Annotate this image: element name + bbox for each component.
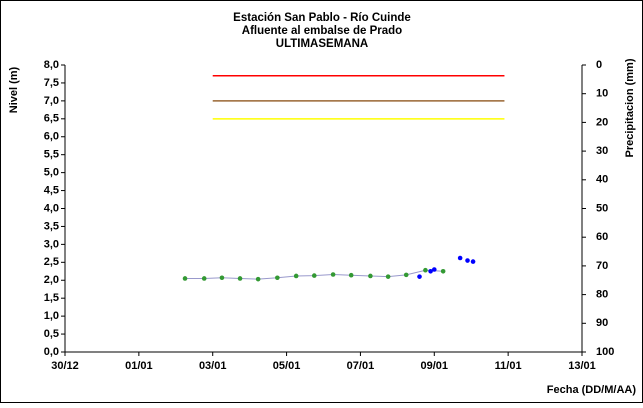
point xyxy=(403,272,409,278)
point xyxy=(417,274,422,279)
x-tick-label: 11/01 xyxy=(495,360,522,372)
point xyxy=(385,274,391,279)
y-tick-label: 4,0 xyxy=(44,202,59,214)
y-tick-label: 1,0 xyxy=(44,310,59,322)
x-tick-label: 13/01 xyxy=(568,360,596,372)
y2-tick-label: 30 xyxy=(596,145,608,157)
point xyxy=(457,255,463,261)
x-axis-label: Fecha (DD/M/AA) xyxy=(547,384,637,396)
point xyxy=(201,276,207,281)
y2-tick-label: 70 xyxy=(596,260,608,272)
x-tick-label: 01/01 xyxy=(125,360,153,372)
y-tick-label: 2,0 xyxy=(44,274,59,286)
point xyxy=(182,276,188,281)
x-tick-label: 07/01 xyxy=(347,360,375,372)
y-tick-label: 2,5 xyxy=(44,256,59,268)
x-tick-label: 03/01 xyxy=(199,360,227,372)
y-tick-label: 8,0 xyxy=(44,59,59,71)
y-tick-label: 0,5 xyxy=(44,328,59,340)
y-tick-label: 3,0 xyxy=(44,238,59,250)
y-tick-label: 4,5 xyxy=(44,184,59,196)
chart-subtitle: Afluente al embalse de Prado xyxy=(242,25,402,37)
y-tick-label: 0,0 xyxy=(44,346,59,358)
y-tick-label: 7,0 xyxy=(44,95,59,107)
point xyxy=(368,273,373,279)
chart-title: Estación San Pablo - Río Cuinde xyxy=(233,12,411,24)
point xyxy=(311,273,317,278)
point xyxy=(330,272,336,277)
y2-tick-label: 10 xyxy=(596,88,608,100)
y2-tick-label: 60 xyxy=(596,231,608,243)
point xyxy=(293,273,299,279)
y-tick-label: 7,5 xyxy=(44,77,59,89)
y-axis-label: Nivel (m) xyxy=(8,66,20,113)
point xyxy=(428,268,433,274)
y2-tick-label: 100 xyxy=(596,346,614,358)
y2-tick-label: 0 xyxy=(596,59,602,71)
x-tick-label: 09/01 xyxy=(421,360,449,372)
y-tick-label: 3,5 xyxy=(44,220,59,232)
point xyxy=(431,267,437,272)
chart-subtitle: ULTIMASEMANA xyxy=(276,38,368,50)
point xyxy=(255,276,261,282)
point xyxy=(237,276,243,281)
point xyxy=(440,268,446,274)
y-tick-label: 5,0 xyxy=(44,167,59,179)
y-tick-label: 6,5 xyxy=(44,113,59,125)
y-tick-label: 5,5 xyxy=(44,149,59,161)
point xyxy=(423,267,428,273)
point xyxy=(465,258,470,263)
x-tick-label: 30/12 xyxy=(51,360,79,372)
point xyxy=(219,275,225,281)
y2-tick-label: 50 xyxy=(596,202,608,214)
point xyxy=(275,275,280,281)
y2-axis-label: Precipitacion (mm) xyxy=(624,58,636,157)
y-tick-label: 1,5 xyxy=(44,292,59,304)
y2-tick-label: 40 xyxy=(596,174,608,186)
point xyxy=(348,272,354,278)
point xyxy=(470,259,476,264)
x-tick-label: 05/01 xyxy=(273,360,301,372)
y-tick-label: 6,0 xyxy=(44,131,59,143)
y2-tick-label: 80 xyxy=(596,289,608,301)
y2-tick-label: 90 xyxy=(596,317,608,329)
y2-tick-label: 20 xyxy=(596,116,608,128)
